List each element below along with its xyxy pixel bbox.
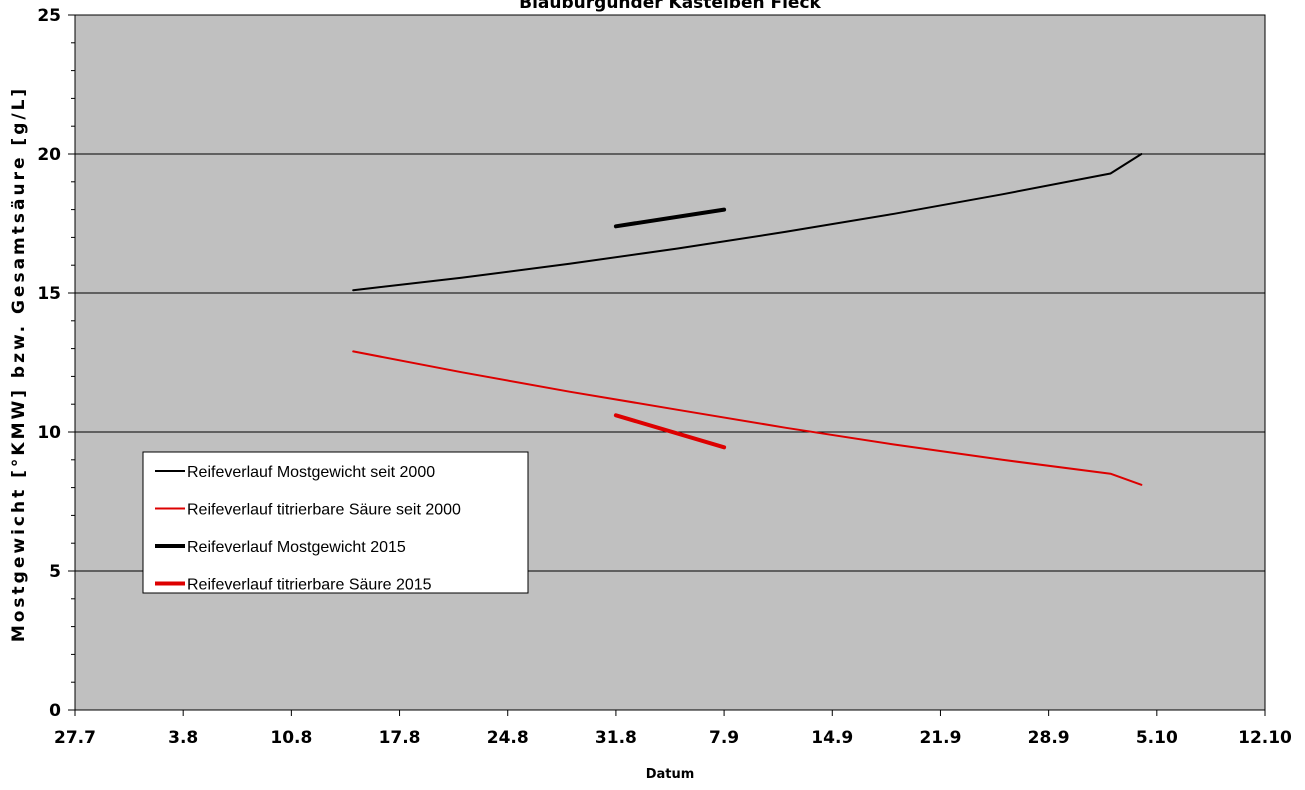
axes-layer <box>68 14 1266 716</box>
x-tick-label: 5.10 <box>1136 728 1178 748</box>
x-tick-label: 17.8 <box>379 728 421 748</box>
legend-label-2: Reifeverlauf titrierbare Säure seit 2000 <box>187 502 461 519</box>
y-tick-label: 15 <box>37 284 61 304</box>
x-axis-title: Datum <box>646 767 695 782</box>
series-layer <box>352 153 1143 486</box>
grid-layer <box>75 153 1265 572</box>
y-tick-label: 25 <box>37 6 61 26</box>
x-tick-label: 24.8 <box>487 728 529 748</box>
series-line-2 <box>352 350 1143 486</box>
plot-area <box>74 14 1266 711</box>
y-axis-title: Mostgewicht [°KMW] bzw. Gesamtsäure [g/L… <box>9 86 29 642</box>
tick-labels: 0 5 10 15 20 25 27.7 3.8 10.8 17.8 24.8 31.8 7.9 14.9… <box>37 6 1292 748</box>
chart-title: Blauburgunder Kastelben Fleck <box>519 0 821 13</box>
y-tick-label: 0 <box>49 701 61 721</box>
x-tick-label: 27.7 <box>54 728 96 748</box>
x-tick-label: 14.9 <box>811 728 853 748</box>
x-tick-label: 28.9 <box>1028 728 1070 748</box>
legend-box <box>142 451 529 594</box>
series-line-1 <box>352 153 1143 292</box>
x-tick-label: 7.9 <box>709 728 739 748</box>
x-tick-label: 31.8 <box>595 728 637 748</box>
x-tick-label: 21.9 <box>919 728 961 748</box>
legend-label-4: Reifeverlauf titrierbare Säure 2015 <box>187 577 432 594</box>
legend: Reifeverlauf Mostgewicht seit 2000 Reifev… <box>142 451 529 594</box>
y-tick-label: 20 <box>37 145 61 165</box>
legend-items: Reifeverlauf Mostgewicht seit 2000 Reifev… <box>155 464 461 594</box>
x-tick-label: 3.8 <box>168 728 198 748</box>
series-line-3 <box>613 207 727 229</box>
x-tick-label: 12.10 <box>1238 728 1292 748</box>
y-tick-label: 5 <box>49 562 61 582</box>
x-tick-label: 10.8 <box>270 728 312 748</box>
series-line-4 <box>613 413 727 450</box>
legend-label-3: Reifeverlauf Mostgewicht 2015 <box>187 539 406 556</box>
y-tick-label: 10 <box>37 423 61 443</box>
legend-label-1: Reifeverlauf Mostgewicht seit 2000 <box>187 464 435 481</box>
